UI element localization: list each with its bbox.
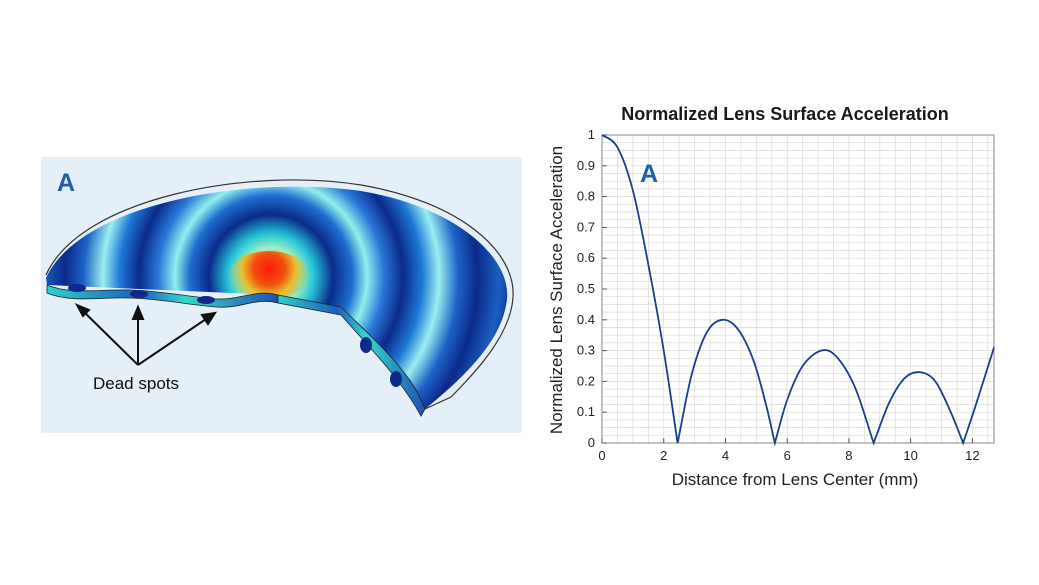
x-tick-label: 12: [965, 448, 979, 463]
x-tick-labels: 0 2 4 6 8 10 12: [598, 448, 979, 463]
y-axis-label: Normalized Lens Surface Acceleration: [547, 146, 566, 434]
y-tick-label: 0.1: [577, 404, 595, 419]
dead-spot-arrows: [74, 302, 218, 366]
y-tick-label: 0.6: [577, 250, 595, 265]
acceleration-chart: Normalized Lens Surface Acceleration 0 2 4…: [547, 104, 995, 489]
y-tick-label: 0.5: [577, 281, 595, 296]
chart-title: Normalized Lens Surface Acceleration: [621, 104, 948, 124]
lens-simulation-panel: A Dead spots: [41, 157, 522, 433]
x-tick-label: 4: [722, 448, 729, 463]
y-tick-label: 0.8: [577, 189, 595, 204]
y-tick-label: 0.4: [577, 312, 595, 327]
y-tick-label: 0: [588, 435, 595, 450]
x-axis-label: Distance from Lens Center (mm): [672, 470, 919, 489]
series-line: [601, 134, 995, 447]
x-tick-label: 6: [784, 448, 791, 463]
y-tick-label: 0.9: [577, 158, 595, 173]
panel-letter: A: [57, 169, 76, 197]
chart-axes: [601, 134, 995, 444]
y-tick-label: 0.2: [577, 373, 595, 388]
chart-grid: [601, 134, 994, 444]
y-tick-label: 0.3: [577, 343, 595, 358]
panel-letter: A: [640, 160, 658, 188]
x-tick-label: 0: [598, 448, 605, 463]
y-tick-labels: 0 0.1 0.2 0.3 0.4 0.5 0.6 0.7 0.8 0.9 1: [577, 127, 595, 450]
dead-spots-label: Dead spots: [93, 374, 179, 393]
x-tick-label: 10: [903, 448, 917, 463]
x-tick-label: 8: [845, 448, 852, 463]
y-tick-label: 0.7: [577, 219, 595, 234]
y-tick-label: 1: [588, 127, 595, 142]
x-tick-label: 2: [660, 448, 667, 463]
lens-3d-render: [45, 179, 514, 417]
